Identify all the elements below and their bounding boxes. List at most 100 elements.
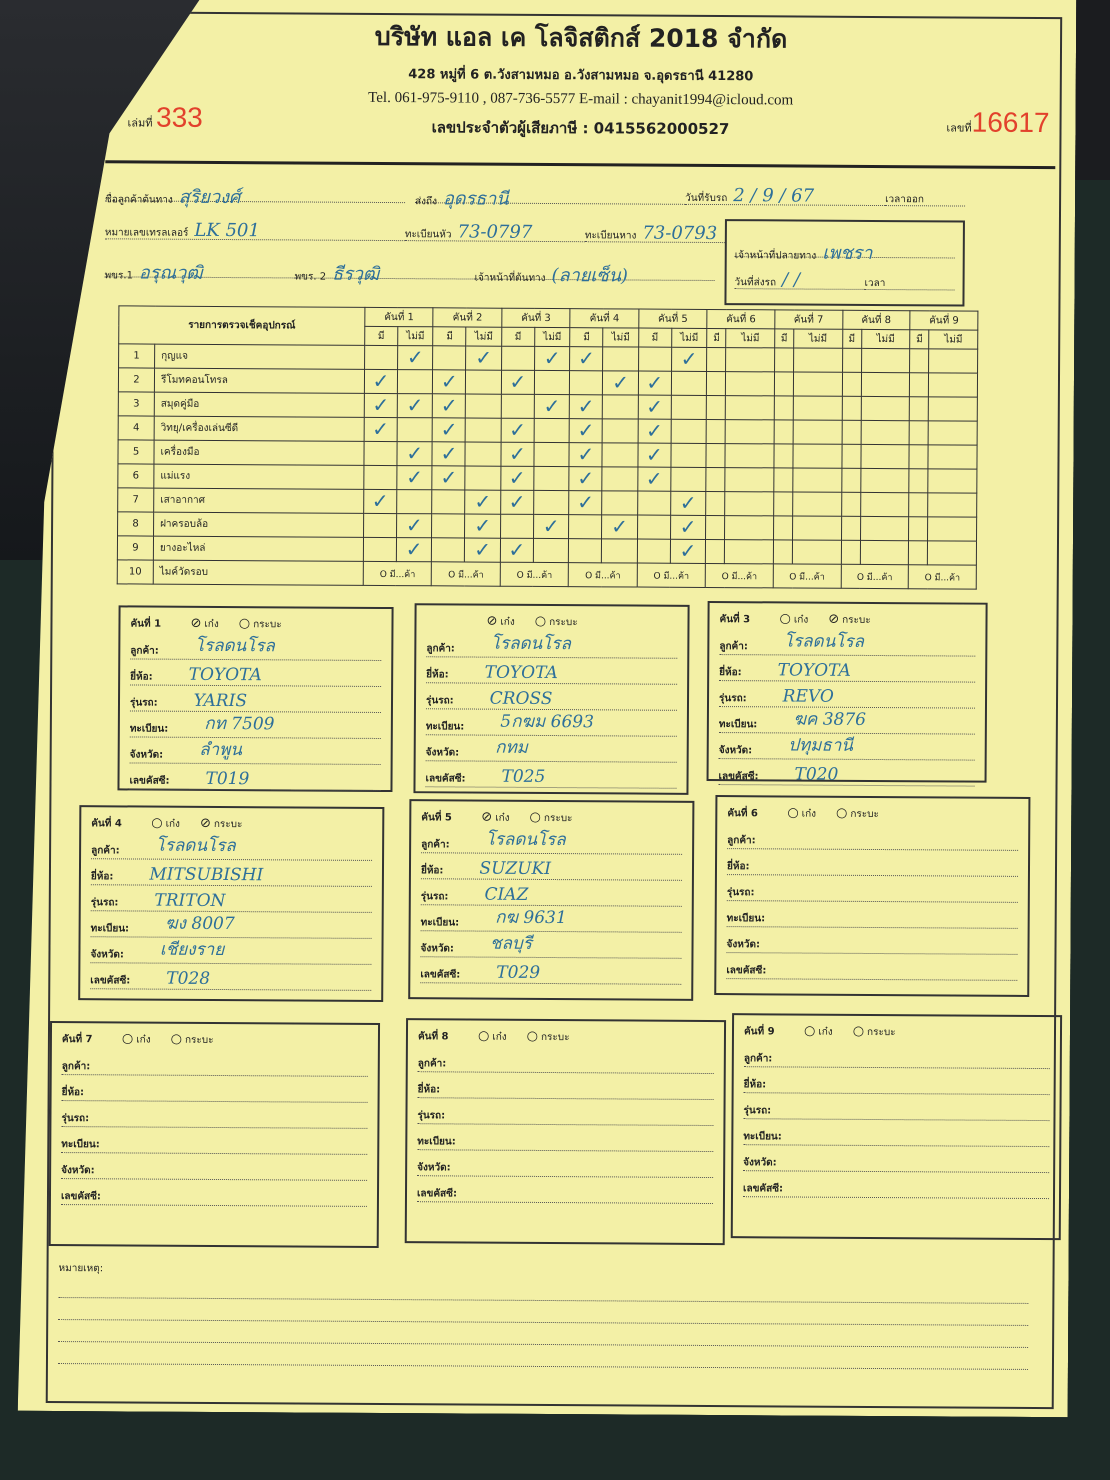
none-cell[interactable]: ✓ (671, 347, 707, 371)
have-cell[interactable]: ✓ (364, 369, 397, 393)
vehicle-code-field[interactable]: เลขคัสซี: (743, 1171, 1049, 1199)
have-cell[interactable] (774, 420, 793, 444)
none-cell[interactable] (397, 490, 433, 514)
have-cell[interactable] (637, 539, 670, 563)
have-cell[interactable] (501, 346, 534, 370)
vehicle-province-field[interactable]: จังหวัด: (743, 1145, 1049, 1173)
mileage-cell[interactable]: O มี...ค้า (569, 563, 638, 587)
none-cell[interactable]: ✓ (465, 538, 501, 562)
none-cell[interactable] (534, 442, 570, 466)
pickup-radio[interactable]: ○ กระบะ (853, 1024, 896, 1040)
none-cell[interactable] (602, 467, 638, 491)
none-cell[interactable] (671, 371, 707, 395)
vehicle-plate-field[interactable]: ทะเบียน: กท 7509 (130, 711, 381, 739)
none-cell[interactable] (465, 418, 501, 442)
none-cell[interactable] (793, 516, 842, 540)
have-cell[interactable] (364, 513, 397, 537)
vehicle-customer-field[interactable]: ลูกค้า: (744, 1041, 1050, 1069)
vehicle-brand-field[interactable]: ยี่ห้อ: (727, 849, 1018, 877)
field-trailer-no[interactable]: หมายเลขเทรลเลอร์ LK 501 (105, 219, 405, 241)
have-cell[interactable]: ✓ (569, 443, 602, 467)
none-cell[interactable] (861, 348, 910, 372)
vehicle-code-field[interactable]: เลขคัสซี: (726, 953, 1017, 981)
have-cell[interactable] (707, 395, 726, 419)
sedan-radio[interactable]: ⊘ เก๋ง (481, 810, 509, 826)
have-cell[interactable] (706, 419, 725, 443)
field-delivery-time[interactable]: เวลา (865, 270, 955, 291)
have-cell[interactable] (909, 445, 928, 469)
have-cell[interactable] (842, 396, 861, 420)
none-cell[interactable] (603, 347, 639, 371)
pickup-radio[interactable]: ⊘ กระบะ (200, 816, 243, 832)
field-origin-customer[interactable]: ชื่อลูกค้าต้นทาง สุริยวงศ์ (105, 181, 405, 203)
vehicle-plate-field[interactable]: ทะเบียน: (743, 1119, 1049, 1147)
none-cell[interactable] (792, 540, 841, 564)
mileage-cell[interactable]: O มี...ค้า (432, 562, 501, 586)
have-cell[interactable] (569, 515, 602, 539)
vehicle-model-field[interactable]: รุ่นรถ: YARIS (130, 685, 381, 713)
field-head-plate[interactable]: ทะเบียนหัว 73-0797 (405, 221, 585, 242)
none-cell[interactable] (602, 395, 638, 419)
none-cell[interactable] (861, 444, 910, 468)
none-cell[interactable] (793, 444, 842, 468)
field-destination[interactable]: ส่งถึง อุดรธานี (415, 183, 685, 205)
have-cell[interactable]: ✓ (638, 443, 671, 467)
none-cell[interactable]: ✓ (397, 394, 433, 418)
none-cell[interactable] (929, 349, 978, 373)
vehicle-code-field[interactable]: เลขคัสซี: T020 (719, 759, 975, 787)
have-cell[interactable] (841, 540, 860, 564)
vehicle-model-field[interactable]: รุ่นรถ: (417, 1098, 713, 1126)
vehicle-plate-field[interactable]: ทะเบียน: ฆค 3876 (719, 707, 975, 735)
vehicle-customer-field[interactable]: ลูกค้า: โรลดนโรล (426, 631, 677, 659)
field-driver2[interactable]: พขร. 2 ธีรวุฒิ (295, 258, 475, 279)
none-cell[interactable]: ✓ (603, 371, 639, 395)
vehicle-province-field[interactable]: จังหวัด: (726, 927, 1017, 955)
vehicle-plate-field[interactable]: ทะเบียน: (61, 1127, 367, 1155)
none-cell[interactable] (725, 492, 774, 516)
vehicle-province-field[interactable]: จังหวัด: (417, 1150, 713, 1178)
have-cell[interactable] (364, 441, 397, 465)
none-cell[interactable] (860, 540, 909, 564)
have-cell[interactable] (432, 538, 465, 562)
vehicle-brand-field[interactable]: ยี่ห้อ: MITSUBISHI (91, 859, 372, 887)
field-driver1[interactable]: พขร.1 อรุณวุฒิ (105, 257, 295, 278)
none-cell[interactable] (533, 538, 569, 562)
have-cell[interactable]: ✓ (501, 490, 534, 514)
have-cell[interactable]: ✓ (501, 442, 534, 466)
none-cell[interactable] (533, 490, 569, 514)
have-cell[interactable] (841, 468, 860, 492)
none-cell[interactable] (793, 420, 842, 444)
none-cell[interactable]: ✓ (397, 466, 433, 490)
have-cell[interactable] (841, 492, 860, 516)
have-cell[interactable] (841, 444, 860, 468)
vehicle-brand-field[interactable]: ยี่ห้อ: TOYOTA (719, 655, 975, 683)
have-cell[interactable]: ✓ (638, 371, 671, 395)
have-cell[interactable]: ✓ (569, 491, 602, 515)
none-cell[interactable] (725, 420, 774, 444)
none-cell[interactable]: ✓ (397, 442, 433, 466)
none-cell[interactable] (671, 419, 707, 443)
have-cell[interactable]: ✓ (364, 393, 397, 417)
have-cell[interactable] (707, 371, 726, 395)
none-cell[interactable] (725, 516, 774, 540)
vehicle-province-field[interactable]: จังหวัด: ชลบุรี (420, 931, 681, 959)
mileage-cell[interactable]: O มี...ค้า (705, 563, 773, 587)
none-cell[interactable] (726, 348, 775, 372)
have-cell[interactable]: ✓ (501, 466, 534, 490)
vehicle-model-field[interactable]: รุ่นรถ: TRITON (91, 885, 372, 913)
have-cell[interactable] (433, 346, 466, 370)
vehicle-brand-field[interactable]: ยี่ห้อ: (62, 1075, 368, 1103)
vehicle-plate-field[interactable]: ทะเบียน: ฆง 8007 (91, 911, 372, 939)
have-cell[interactable]: ✓ (500, 538, 533, 562)
sedan-radio[interactable]: ○ เก๋ง (122, 1031, 151, 1047)
have-cell[interactable]: ✓ (364, 417, 397, 441)
none-cell[interactable] (725, 444, 774, 468)
have-cell[interactable]: ✓ (570, 395, 603, 419)
none-cell[interactable] (671, 443, 707, 467)
vehicle-plate-field[interactable]: ทะเบียน: (417, 1124, 713, 1152)
have-cell[interactable] (773, 516, 792, 540)
none-cell[interactable] (860, 516, 909, 540)
pickup-radio[interactable]: ○ กระบะ (527, 1029, 570, 1045)
have-cell[interactable] (774, 492, 793, 516)
none-cell[interactable] (397, 370, 433, 394)
